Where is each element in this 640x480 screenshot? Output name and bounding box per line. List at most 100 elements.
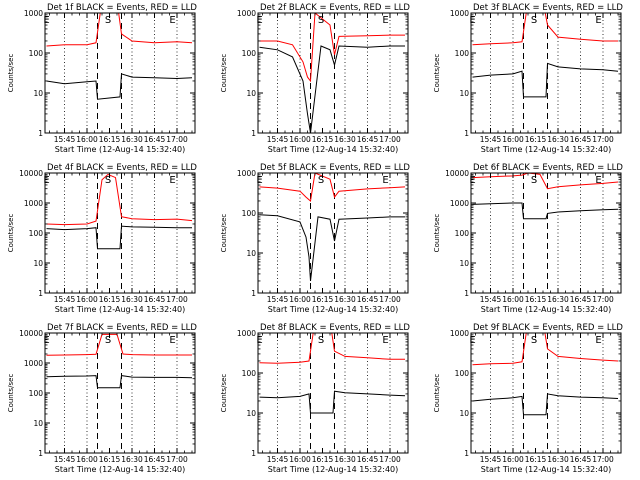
x-tick-label: 16:45 xyxy=(570,455,592,464)
y-axis-label: Counts/sec xyxy=(7,54,15,93)
y-axis-label: Counts/sec xyxy=(220,54,228,93)
marker-label: E xyxy=(469,15,475,26)
x-tick-label: 16:45 xyxy=(570,135,592,144)
y-tick-label: 100 xyxy=(29,49,44,58)
y-tick-label: 1000 xyxy=(450,199,469,208)
x-tick-label: 16:45 xyxy=(570,295,592,304)
panel-det-1: Det 1f BLACK = Events, RED = LLD E S E 1 10 10… xyxy=(7,3,197,154)
x-tick-label: 16:15 xyxy=(525,295,547,304)
marker-label: E xyxy=(256,175,262,186)
plot-frame xyxy=(470,12,622,134)
y-tick-label: 100 xyxy=(29,229,44,238)
marker-label: E xyxy=(382,175,388,186)
x-tick-label: 16:45 xyxy=(144,455,166,464)
plot-frame xyxy=(257,12,409,134)
panel-title: Det 8f BLACK = Events, RED = LLD xyxy=(260,323,410,333)
marker-label: E xyxy=(469,175,475,186)
series-line-events xyxy=(472,202,619,220)
y-tick-label: 100 xyxy=(242,49,257,58)
panel-det-6: Det 6f BLACK = Events, RED = LLD E S E 1 10 10… xyxy=(433,163,623,314)
x-tick-label: 16:15 xyxy=(312,455,334,464)
y-tick-label: 100 xyxy=(242,209,257,218)
x-axis-label: Start Time (12-Aug-14 15:32:40) xyxy=(268,145,399,154)
panel-det-3: Det 3f BLACK = Events, RED = LLD E S E 1 10 10… xyxy=(433,3,623,154)
x-tick-label: 16:30 xyxy=(334,295,356,304)
x-axis-label: Start Time (12-Aug-14 15:32:40) xyxy=(55,145,186,154)
series-line-events xyxy=(259,214,405,282)
x-tick-label: 16:30 xyxy=(547,295,569,304)
y-tick-label: 10 xyxy=(459,89,469,98)
panel-title: Det 6f BLACK = Events, RED = LLD xyxy=(473,163,623,173)
y-axis-label: Counts/sec xyxy=(433,374,441,413)
x-tick-label: 16:45 xyxy=(357,455,379,464)
x-axis-label: Start Time (12-Aug-14 15:32:40) xyxy=(55,305,186,314)
x-tick-label: 17:00 xyxy=(592,295,614,304)
series-line-lld xyxy=(46,13,193,47)
marker-label: S xyxy=(531,15,537,26)
y-tick-label: 1 xyxy=(251,449,256,458)
x-axis-label: Start Time (12-Aug-14 15:32:40) xyxy=(55,465,186,474)
marker-label: E xyxy=(169,175,175,186)
marker-label: S xyxy=(318,175,324,186)
x-tick-label: 17:00 xyxy=(166,455,188,464)
y-tick-label: 1000 xyxy=(24,359,43,368)
marker-label: E xyxy=(43,335,49,346)
series-line-lld xyxy=(472,173,619,190)
y-tick-label: 10 xyxy=(33,259,43,268)
marker-label: E xyxy=(169,335,175,346)
plot-frame xyxy=(44,332,196,454)
x-tick-label: 16:45 xyxy=(357,295,379,304)
marker-label: E xyxy=(595,175,601,186)
x-axis-label: Start Time (12-Aug-14 15:32:40) xyxy=(481,145,612,154)
marker-label: S xyxy=(531,335,537,346)
panel-title: Det 9f BLACK = Events, RED = LLD xyxy=(473,323,623,333)
plot-frame xyxy=(44,12,196,134)
y-axis-label: Counts/sec xyxy=(220,374,228,413)
x-tick-label: 16:30 xyxy=(547,455,569,464)
x-tick-label: 16:00 xyxy=(502,455,524,464)
y-axis-label: Counts/sec xyxy=(433,214,441,253)
x-tick-label: 15:45 xyxy=(54,295,76,304)
x-tick-label: 17:00 xyxy=(379,455,401,464)
y-tick-label: 10 xyxy=(33,89,43,98)
x-tick-label: 15:45 xyxy=(480,295,502,304)
panel-title: Det 4f BLACK = Events, RED = LLD xyxy=(47,163,197,173)
x-tick-label: 16:30 xyxy=(334,455,356,464)
y-tick-label: 100 xyxy=(455,229,470,238)
x-tick-label: 15:45 xyxy=(54,135,76,144)
marker-label: S xyxy=(318,335,324,346)
x-tick-label: 16:00 xyxy=(76,295,98,304)
series-line-events xyxy=(259,45,405,133)
marker-label: E xyxy=(595,15,601,26)
plot-frame xyxy=(257,332,409,454)
series-line-events xyxy=(46,375,193,389)
marker-label: E xyxy=(256,335,262,346)
panel-det-9: Det 9f BLACK = Events, RED = LLD E S E 1 10 10… xyxy=(433,323,623,474)
panel-title: Det 2f BLACK = Events, RED = LLD xyxy=(260,3,410,13)
marker-label: E xyxy=(43,175,49,186)
x-axis-label: Start Time (12-Aug-14 15:32:40) xyxy=(481,465,612,474)
x-axis-label: Start Time (12-Aug-14 15:32:40) xyxy=(268,465,399,474)
y-tick-label: 10 xyxy=(459,409,469,418)
y-axis-label: Counts/sec xyxy=(220,214,228,253)
x-tick-label: 17:00 xyxy=(166,295,188,304)
x-tick-label: 16:00 xyxy=(76,135,98,144)
panel-title: Det 3f BLACK = Events, RED = LLD xyxy=(473,3,623,13)
panel-title: Det 1f BLACK = Events, RED = LLD xyxy=(47,3,197,13)
y-tick-label: 1 xyxy=(464,129,469,138)
panel-det-4: Det 4f BLACK = Events, RED = LLD E S E 1 10 10… xyxy=(7,163,197,314)
series-line-events xyxy=(46,73,193,100)
y-tick-label: 1 xyxy=(38,289,43,298)
x-tick-label: 16:30 xyxy=(121,295,143,304)
x-tick-label: 16:30 xyxy=(121,135,143,144)
x-axis-label: Start Time (12-Aug-14 15:32:40) xyxy=(268,305,399,314)
y-tick-label: 10 xyxy=(246,409,256,418)
marker-label: E xyxy=(382,15,388,26)
y-tick-label: 100 xyxy=(455,49,470,58)
y-tick-label: 1000 xyxy=(450,329,469,338)
x-axis-label: Start Time (12-Aug-14 15:32:40) xyxy=(481,305,612,314)
x-tick-label: 16:30 xyxy=(334,135,356,144)
x-tick-label: 15:45 xyxy=(54,455,76,464)
marker-label: S xyxy=(105,175,111,186)
